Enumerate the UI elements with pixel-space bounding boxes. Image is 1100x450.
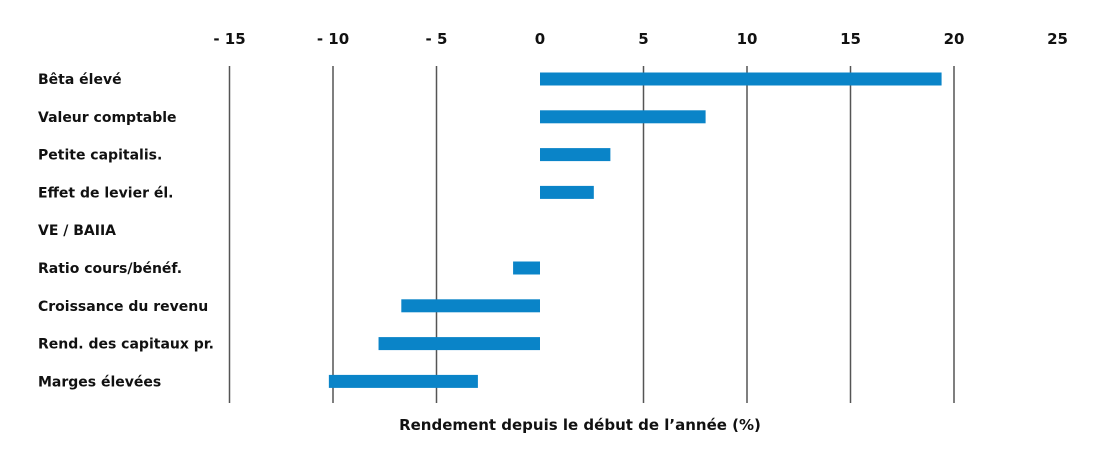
x-tick-label: 25 bbox=[1047, 30, 1068, 48]
x-axis-title: Rendement depuis le début de l’année (%) bbox=[399, 416, 761, 434]
category-label: Ratio cours/bénéf. bbox=[38, 261, 182, 277]
category-label: Bêta élevé bbox=[38, 72, 122, 88]
bar bbox=[540, 110, 706, 124]
x-tick-label: 0 bbox=[535, 30, 545, 48]
bars bbox=[328, 72, 942, 388]
x-axis-ticks: - 15 - 10 - 5 0 5 10 15 20 25 bbox=[213, 30, 1068, 48]
bar bbox=[540, 72, 942, 86]
x-tick-label: - 10 bbox=[317, 30, 349, 48]
bar bbox=[513, 261, 540, 275]
bar bbox=[401, 299, 540, 313]
category-label: VE / BAIIA bbox=[38, 223, 116, 239]
bar bbox=[328, 374, 478, 388]
category-label: Marges élevées bbox=[38, 374, 161, 390]
x-tick-label: 10 bbox=[737, 30, 758, 48]
x-tick-label: 5 bbox=[638, 30, 648, 48]
x-tick-label: 15 bbox=[840, 30, 861, 48]
bar bbox=[540, 185, 594, 199]
x-tick-label: 20 bbox=[944, 30, 965, 48]
category-label: Valeur comptable bbox=[38, 110, 177, 126]
category-label: Rend. des capitaux pr. bbox=[38, 337, 214, 353]
category-label: Croissance du revenu bbox=[38, 299, 208, 315]
category-label: Effet de levier él. bbox=[38, 185, 173, 201]
x-tick-label: - 15 bbox=[213, 30, 245, 48]
x-tick-label: - 5 bbox=[426, 30, 448, 48]
bar bbox=[540, 148, 611, 162]
category-labels: Bêta élevé Valeur comptable Petite capital… bbox=[38, 72, 214, 390]
category-label: Petite capitalis. bbox=[38, 148, 162, 164]
bar bbox=[378, 337, 540, 351]
